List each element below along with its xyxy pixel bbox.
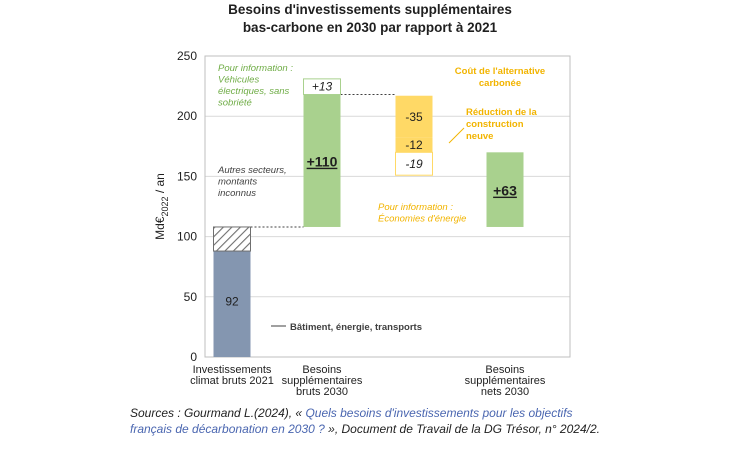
bar-segment-0 (213, 246, 251, 357)
x-label-1-line-2: bruts 2030 (296, 386, 348, 398)
labels: 0 50 100 150 200 250 Md€2022 / an 92 +110 +13 -35 -… (153, 49, 546, 398)
bar-label-2: +110 (307, 154, 338, 170)
bar-label-3: +13 (312, 80, 333, 94)
source-suffix: », Document de Travail de la DG Trésor, … (324, 421, 600, 436)
annotation-reduction-pointer (448, 127, 465, 144)
chart-title-line2: bas-carbone en 2030 par rapport à 2021 (242, 20, 498, 35)
annotation-vehicules-line-2: électriques, sans (218, 86, 290, 97)
y-tick-100: 100 (177, 230, 197, 244)
bar-label-4: -35 (405, 110, 423, 124)
annotation-vehicules-line-0: Pour information : (218, 63, 293, 74)
annotation-vehicules-line-1: Véhicules (218, 75, 259, 86)
annotation-autres-line-1: montants (218, 177, 257, 188)
x-label-1-line-1: supplémentaires (282, 375, 363, 387)
y-tick-50: 50 (184, 290, 198, 304)
y-axis-label: Md€2022 / an (153, 173, 170, 240)
annotation-economies-line-1: Économies d'énergie (378, 214, 466, 225)
bar-segment-4 (395, 95, 433, 138)
bar-label-6: -19 (405, 157, 423, 171)
x-label-3-line-2: nets 2030 (481, 386, 529, 398)
x-label-3-line-1: supplémentaires (465, 375, 546, 387)
source-note: Sources : Gourmand L.(2024), « Quels bes… (130, 406, 600, 437)
waterfall-chart: 0 50 100 150 200 250 Md€2022 / an 92 +110 +13 -35 -… (153, 49, 571, 398)
bar-label-0: 92 (225, 295, 239, 309)
annotation-cout-line-0: Coût de l'alternative (455, 66, 545, 77)
x-label-0-line-0: Investissements (193, 364, 272, 376)
y-tick-250: 250 (177, 49, 197, 63)
y-tick-150: 150 (177, 169, 197, 183)
annotation-cout-line-1: carbonée (479, 78, 521, 89)
source-link[interactable]: Quels besoins d'investissements pour les… (130, 406, 573, 436)
bar-segment-1 (213, 226, 251, 252)
source-prefix: Sources : Gourmand L.(2024), « (130, 406, 306, 420)
bars (213, 78, 524, 357)
annotation-reduction-line-2: neuve (466, 131, 493, 142)
plot-frame (204, 55, 571, 358)
bar-segment-6 (395, 151, 433, 176)
annotation-autres-line-0: Autres secteurs, (217, 165, 287, 176)
annotation-autres-line-2: inconnus (218, 188, 256, 199)
chart-title-line1: Besoins d'investissements supplémentaire… (228, 2, 512, 17)
annotation-vehicules-line-3: sobriété (218, 98, 252, 109)
x-label-0-line-1: climat bruts 2021 (190, 375, 274, 387)
annotation-reduction-line-1: construction (466, 119, 524, 130)
annotation-economies-line-0: Pour information : (378, 202, 453, 213)
bar-segment-3 (303, 78, 341, 96)
bar-label-5: -12 (405, 138, 423, 152)
bar-segment-5 (395, 137, 433, 153)
x-label-3-line-0: Besoins (485, 364, 525, 376)
x-label-1-line-0: Besoins (302, 364, 342, 376)
bar-segment-2 (303, 94, 341, 227)
y-tick-0: 0 (190, 350, 197, 364)
bar-label-7: +63 (493, 183, 517, 199)
annotation-batiment: Bâtiment, énergie, transports (290, 322, 422, 333)
bar-segment-7 (486, 152, 524, 227)
annotation-reduction-line-0: Réduction de la (466, 107, 537, 118)
y-tick-200: 200 (177, 109, 197, 123)
